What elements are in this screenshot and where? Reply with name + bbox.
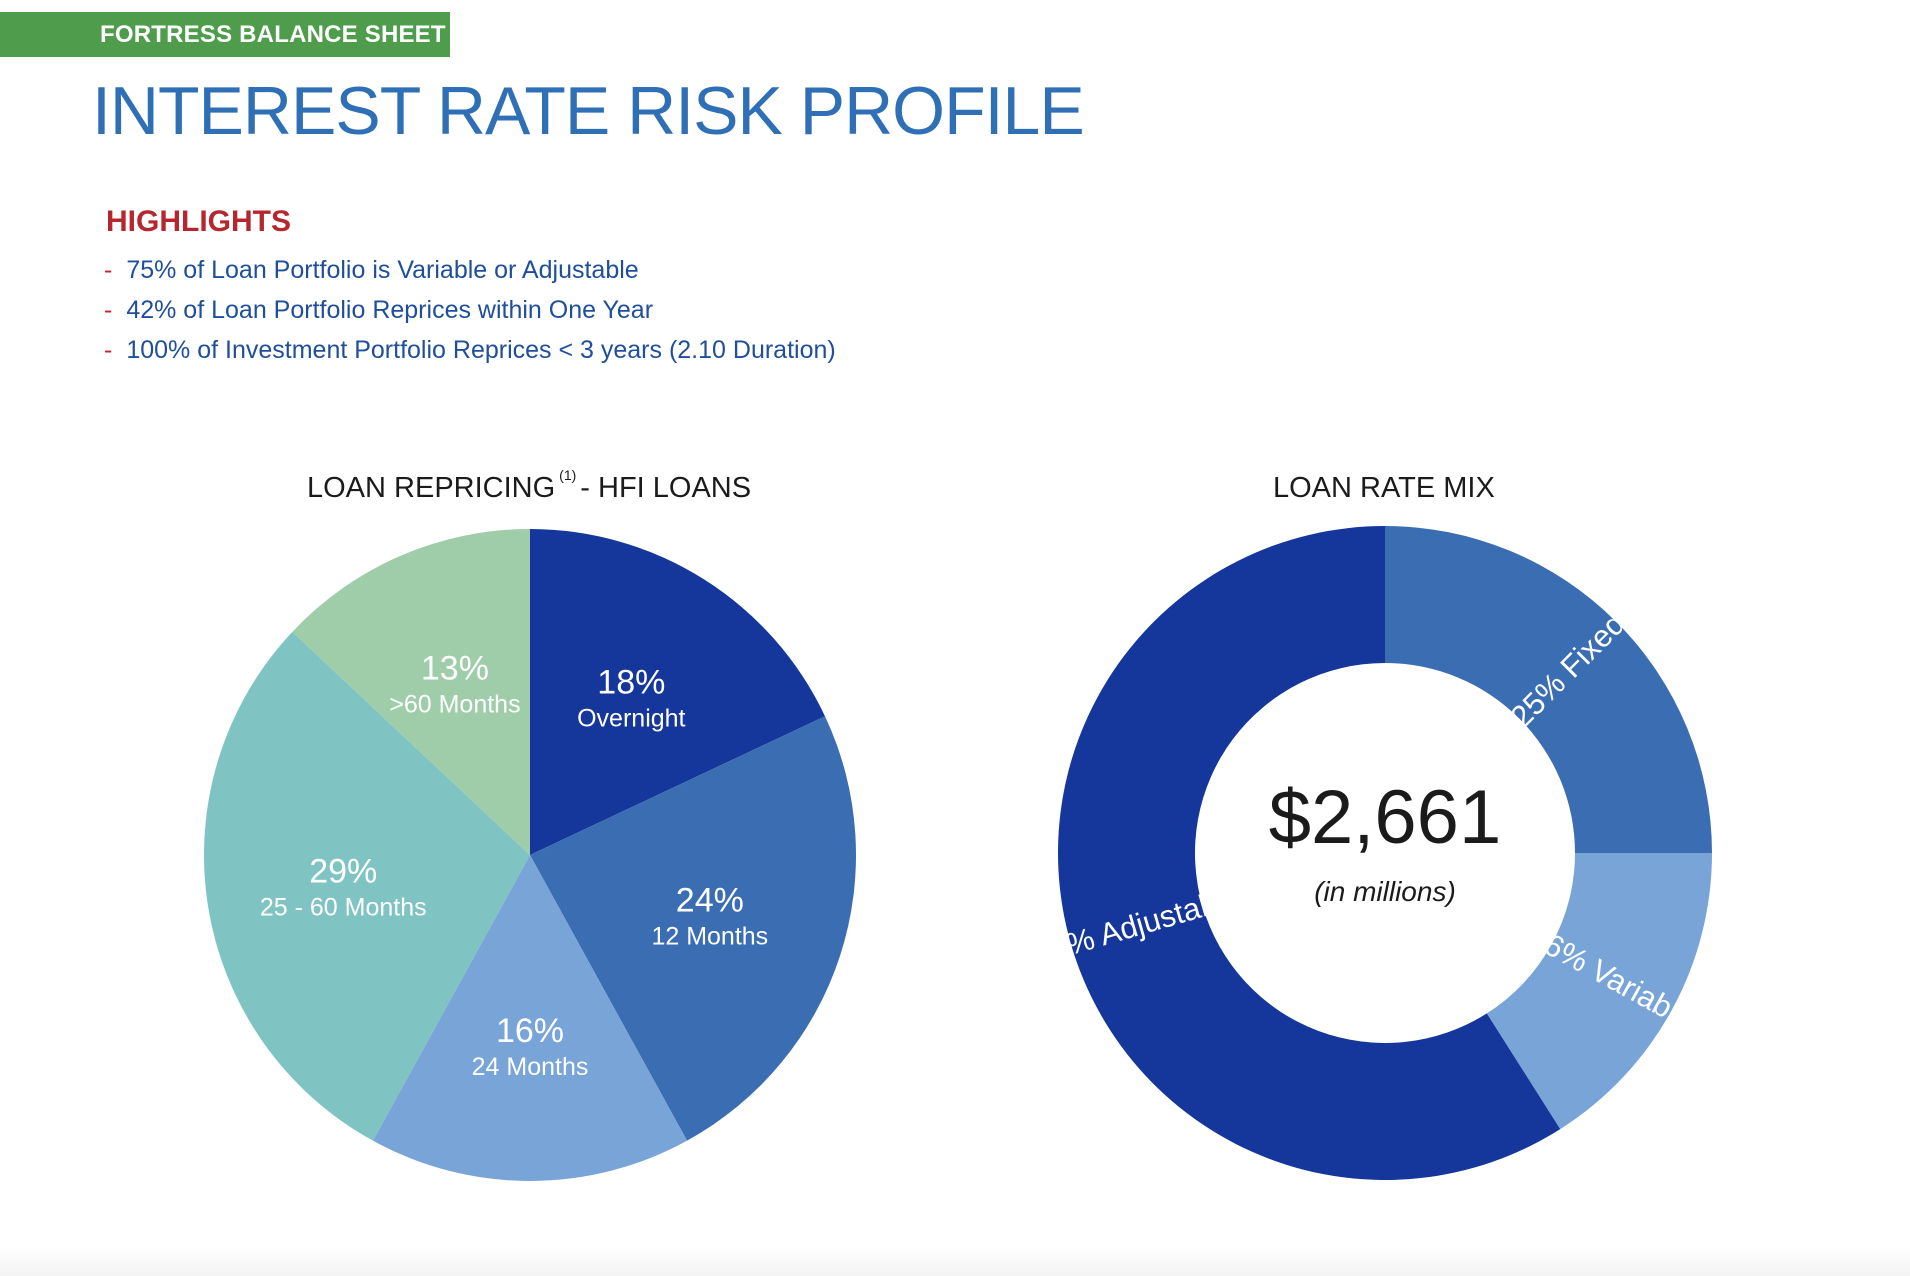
pie-value-label: 24% [676,881,744,919]
pie-slice-24-months [372,855,688,1181]
donut-segment-59-adjustable [1058,526,1561,1180]
pie-title-main: LOAN REPRICING [307,472,556,504]
highlights-list: -75% of Loan Portfolio is Variable or Ad… [104,250,836,370]
pie-slice-12-months [530,716,856,1141]
section-tag: FORTRESS BALANCE SHEET [0,12,450,57]
highlights-heading: HIGHLIGHTS [106,205,291,238]
bullet-dash: - [104,256,113,284]
pie-category-label: >60 Months [389,690,520,718]
pie-category-label: Overnight [577,704,685,732]
pie-value-label: 29% [309,853,377,891]
donut-segment-25-fixed [1385,526,1712,853]
pie-value-label: 16% [496,1012,564,1050]
pie-category-label: 25 - 60 Months [260,894,427,922]
bottom-shadow [0,1246,1910,1276]
highlight-text: 100% of Investment Portfolio Reprices < … [126,336,836,364]
donut-chart-title: LOAN RATE MIX [1273,472,1495,504]
highlight-item: -75% of Loan Portfolio is Variable or Ad… [104,250,836,290]
bullet-dash: - [104,336,113,364]
donut-center-value: $2,661 [1269,775,1501,860]
donut-segment-16-variable [1486,853,1712,1130]
pie-chart-title: LOAN REPRICING (1) - HFI LOANS [307,467,752,505]
bullet-dash: - [104,296,113,324]
pie-category-label: 24 Months [472,1053,589,1081]
pie-slice-25-60-months [203,631,531,1141]
highlight-text: 75% of Loan Portfolio is Variable or Adj… [126,256,639,284]
highlight-item: -42% of Loan Portfolio Reprices within O… [104,290,836,330]
pie-category-label: 12 Months [651,922,768,950]
pie-value-label: 13% [421,649,489,687]
page-title: INTEREST RATE RISK PROFILE [92,73,1085,149]
donut-center-caption: (in millions) [1314,876,1456,907]
highlight-text: 42% of Loan Portfolio Reprices within On… [126,296,654,324]
pie-title-suffix: - HFI LOANS [580,472,752,504]
footnote-marker: (1) [559,467,577,484]
pie-slice-60-months [292,529,530,855]
pie-value-label: 18% [597,663,665,701]
highlight-item: -100% of Investment Portfolio Reprices <… [104,330,836,370]
pie-slice-overnight [530,529,825,855]
